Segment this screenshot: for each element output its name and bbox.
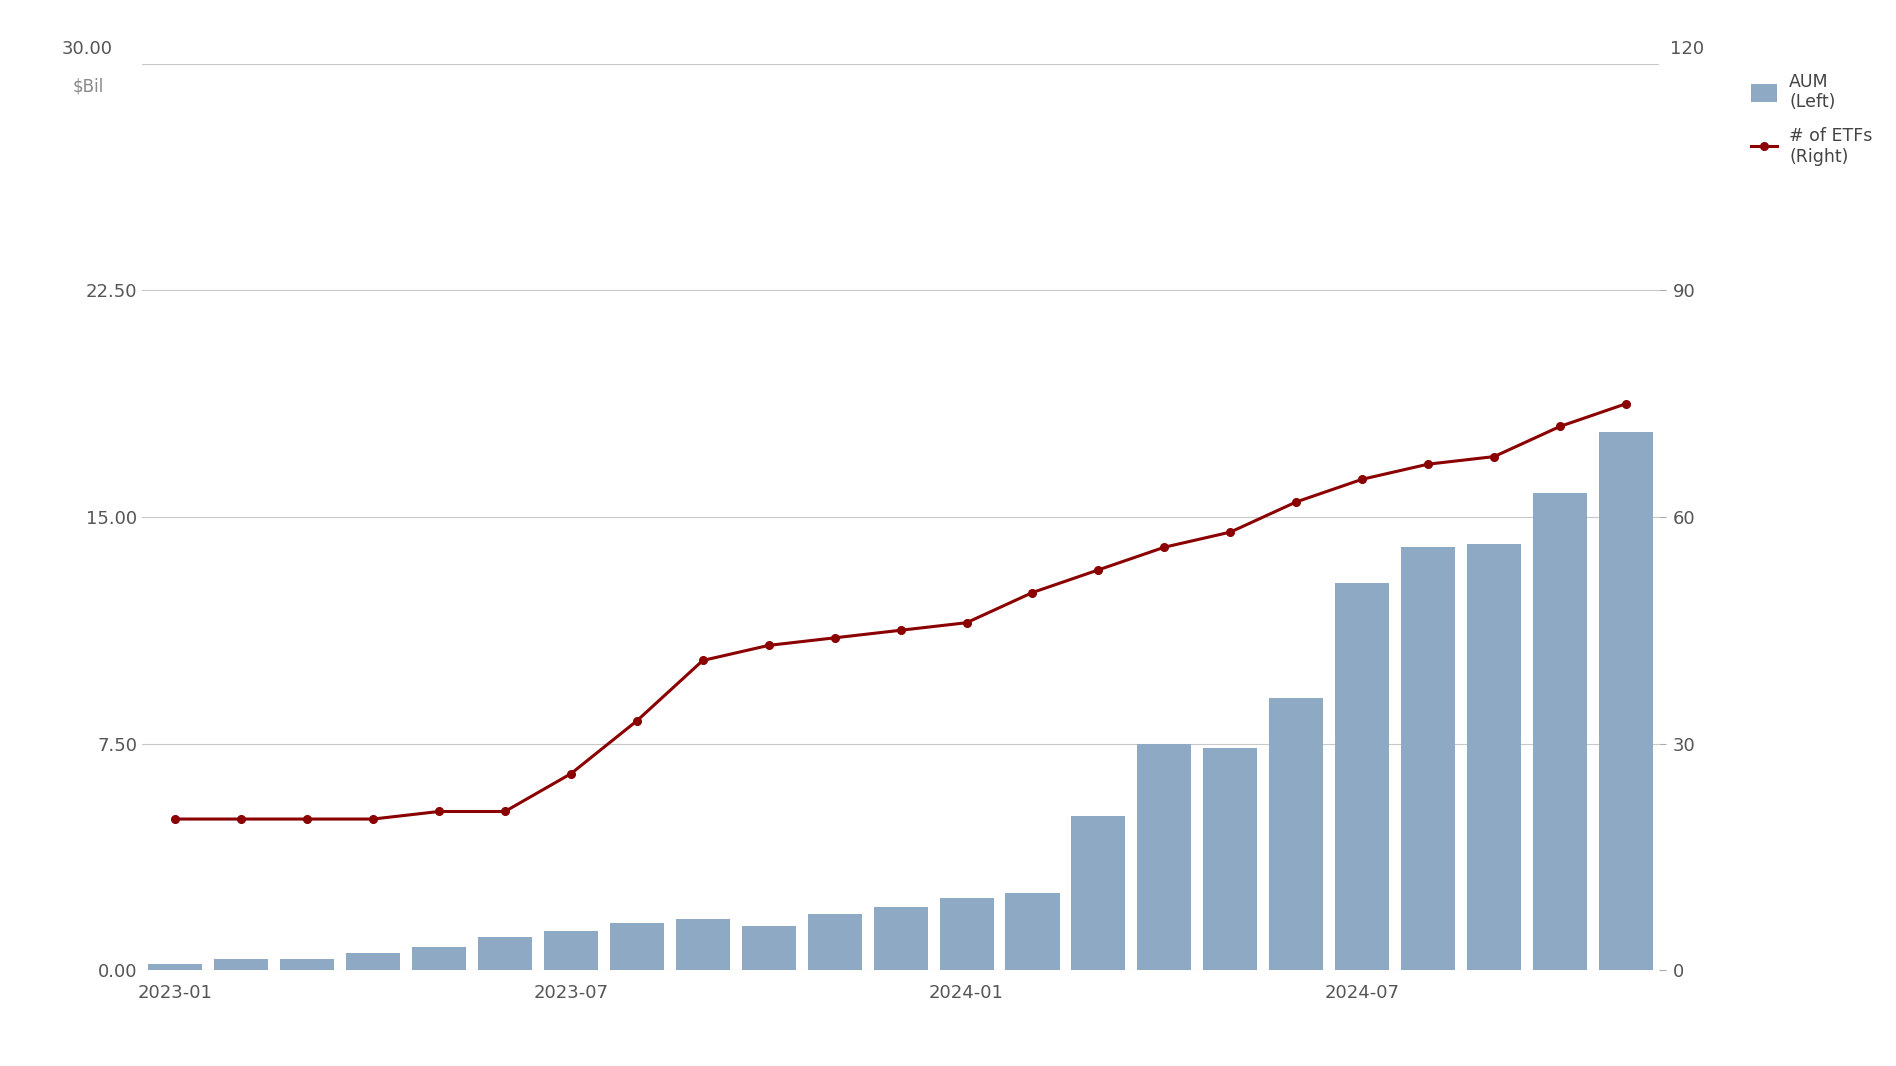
Bar: [148, 964, 203, 970]
Bar: [1071, 817, 1126, 970]
Bar: [874, 906, 927, 970]
Bar: [741, 926, 796, 970]
Text: 30.00: 30.00: [63, 41, 112, 59]
Text: 120: 120: [1670, 41, 1705, 59]
Bar: [478, 937, 533, 970]
Bar: [940, 898, 994, 970]
Bar: [675, 919, 730, 970]
Bar: [1005, 893, 1060, 970]
Bar: [1401, 547, 1456, 970]
Bar: [1468, 545, 1521, 970]
Text: $Bil: $Bil: [72, 78, 104, 96]
Bar: [1534, 492, 1587, 970]
Legend: AUM
(Left), # of ETFs
(Right): AUM (Left), # of ETFs (Right): [1752, 72, 1873, 166]
Bar: [1268, 698, 1323, 970]
Bar: [808, 915, 861, 970]
Bar: [611, 923, 664, 970]
Bar: [345, 953, 400, 970]
Bar: [1138, 744, 1191, 970]
Bar: [1204, 748, 1257, 970]
Bar: [1598, 433, 1653, 970]
Bar: [411, 948, 466, 970]
Bar: [1335, 583, 1390, 970]
Bar: [214, 959, 267, 970]
Bar: [544, 931, 597, 970]
Bar: [281, 958, 334, 970]
